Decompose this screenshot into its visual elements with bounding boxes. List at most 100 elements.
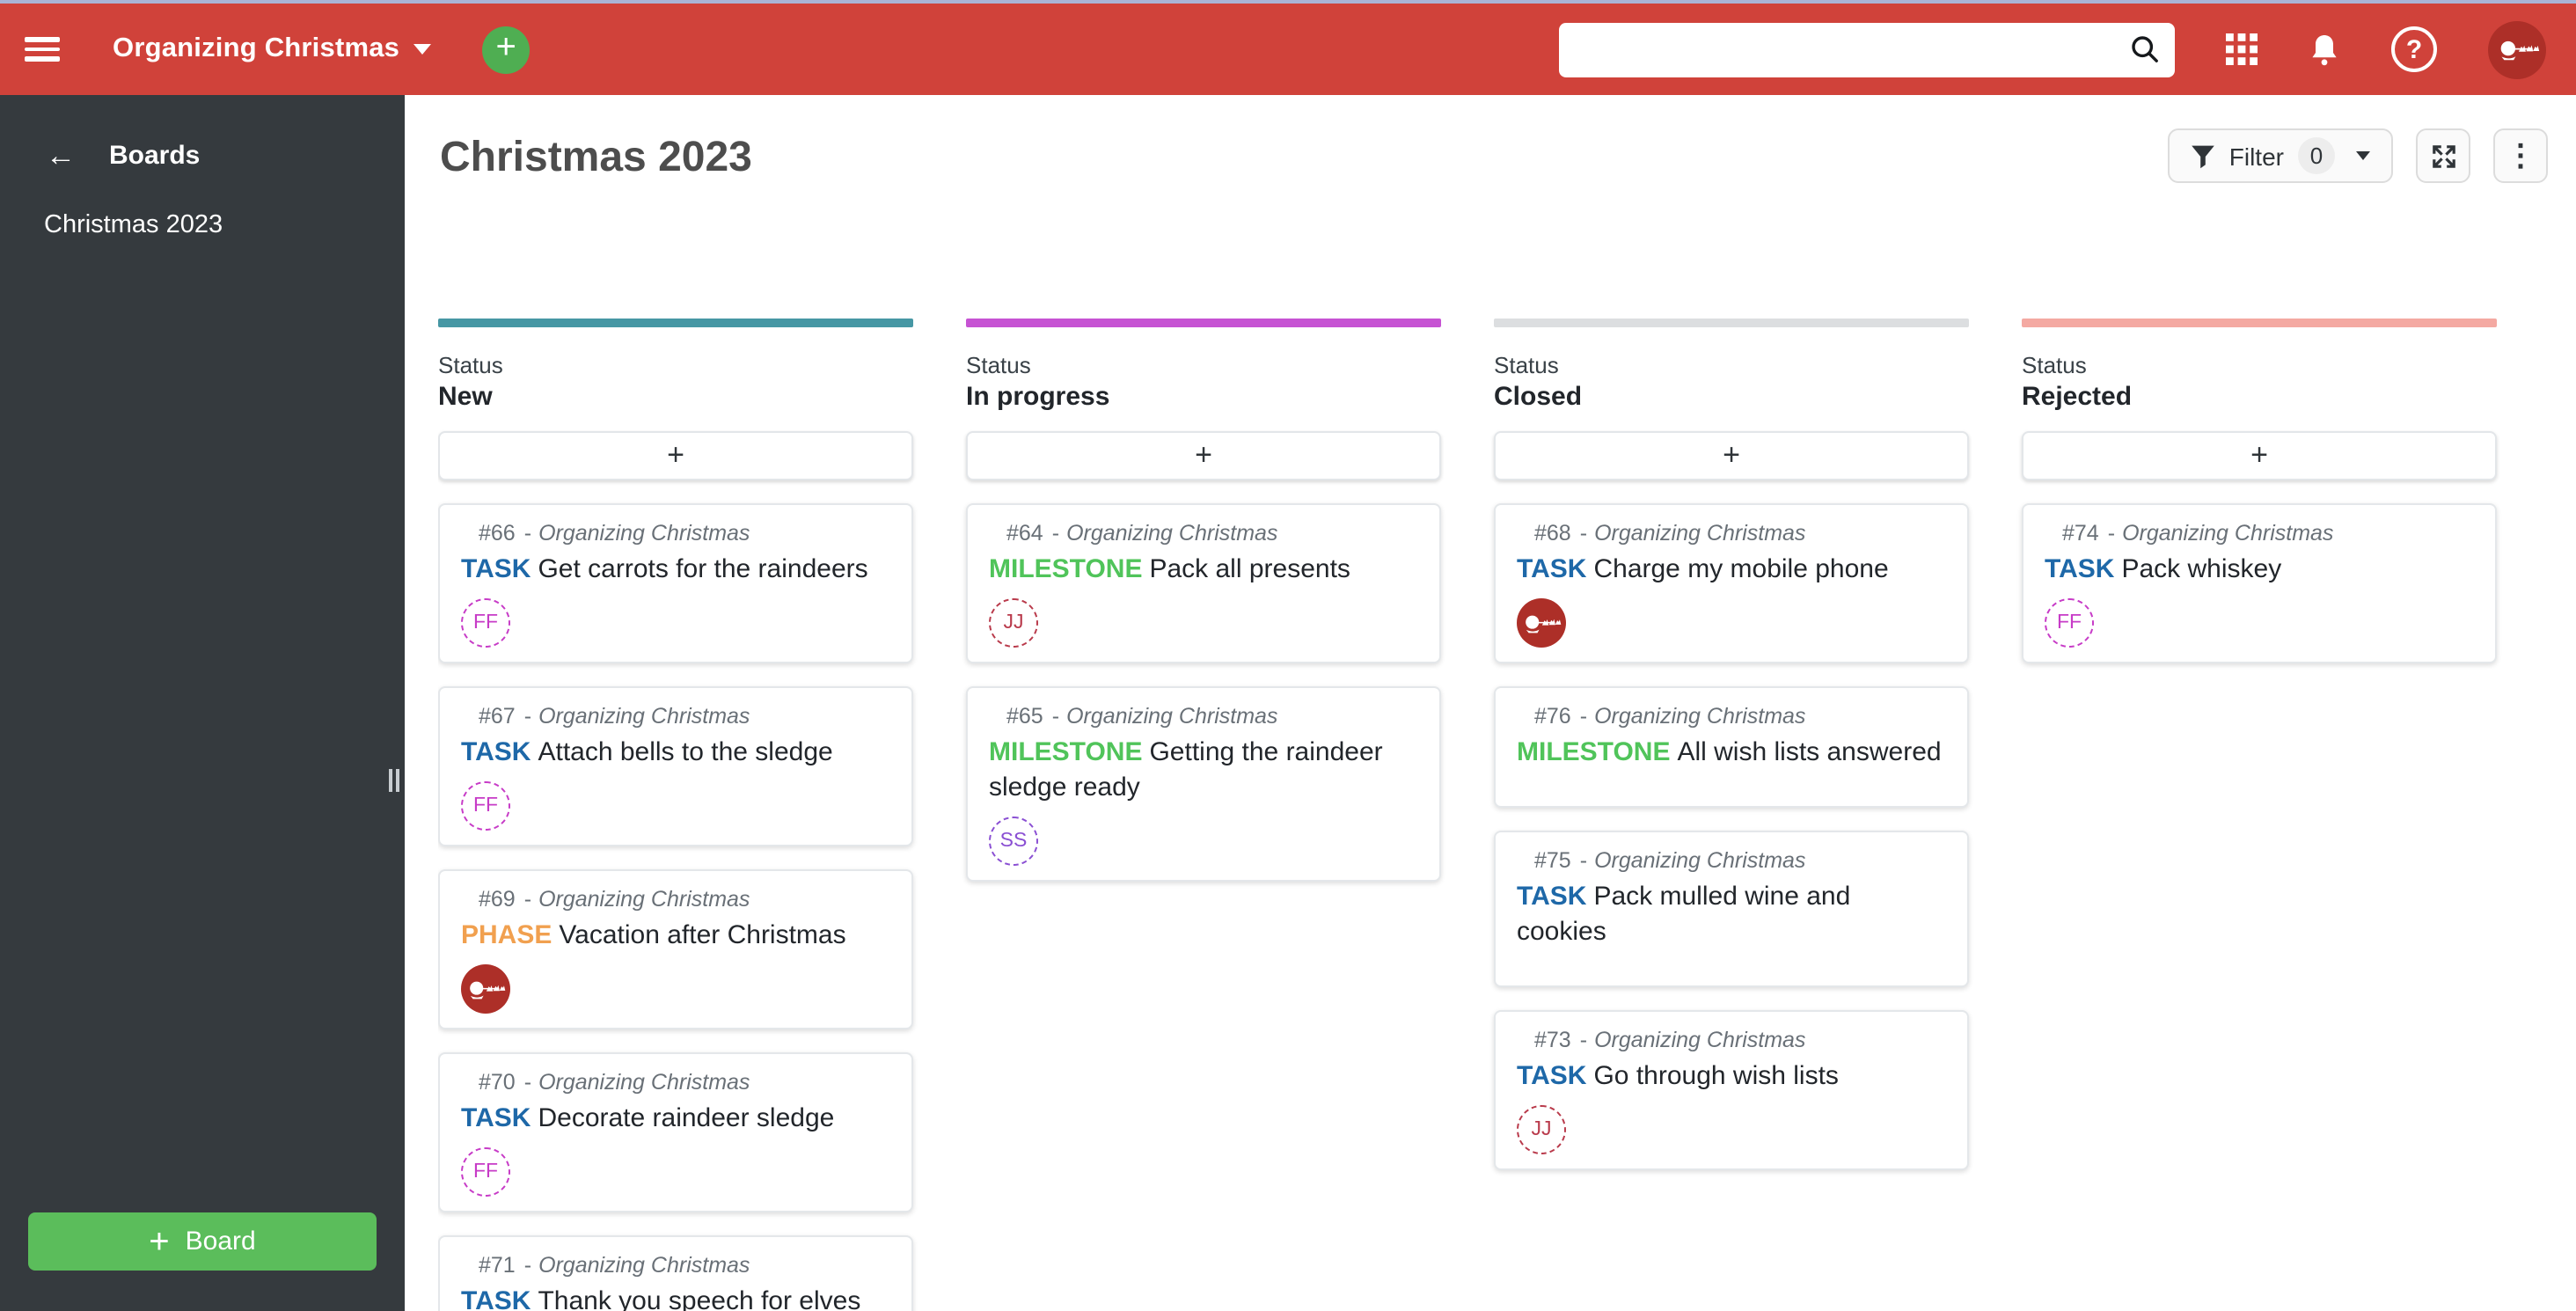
search-input[interactable] xyxy=(1577,36,2129,62)
card-title: Vacation after Christmas xyxy=(559,920,846,950)
board-column: Status In progress + #64- Organizing Chri… xyxy=(966,319,1441,1311)
card-title-line: TASK Pack mulled wine and cookies xyxy=(1517,880,1946,950)
board-column: Status Rejected + #74- Organizing Christm… xyxy=(2022,319,2497,1311)
column-attribute-label: Status xyxy=(438,352,503,378)
board-toolbar: Filter 0 ⋮ xyxy=(2167,128,2548,183)
page-title: Christmas 2023 xyxy=(440,134,752,181)
notifications-bell-icon[interactable] xyxy=(2309,33,2340,66)
add-board-label: Board xyxy=(185,1227,256,1256)
column-color-bar xyxy=(438,319,913,327)
back-arrow-icon: ← xyxy=(46,139,76,172)
card-avatar-row: FF xyxy=(2045,598,2474,648)
card-type-label: TASK xyxy=(461,1286,531,1311)
project-menu-label: Organizing Christmas xyxy=(113,33,400,63)
card-id-separator: - xyxy=(2107,521,2116,546)
fullscreen-button[interactable] xyxy=(2416,128,2470,183)
add-card-button[interactable]: + xyxy=(438,431,913,480)
card-avatar-row xyxy=(461,964,890,1014)
work-package-card[interactable]: #75- Organizing Christmas TASK Pack mulled… xyxy=(1494,831,1969,987)
column-card-list: #66- Organizing Christmas TASK Get carrots… xyxy=(438,503,913,1311)
column-color-bar xyxy=(966,319,1441,327)
add-board-button[interactable]: + Board xyxy=(28,1212,377,1271)
work-package-card[interactable]: #74- Organizing Christmas TASK Pack whiske… xyxy=(2022,503,2497,663)
work-package-card[interactable]: #64- Organizing Christmas MILESTONE Pack a… xyxy=(966,503,1441,663)
plus-icon: + xyxy=(1195,438,1212,472)
work-package-card[interactable]: #66- Organizing Christmas TASK Get carrots… xyxy=(438,503,913,663)
card-id: #67 xyxy=(479,704,516,729)
card-project: Organizing Christmas xyxy=(538,521,750,546)
column-color-bar xyxy=(1494,319,1969,327)
work-package-card[interactable]: #76- Organizing Christmas MILESTONE All wi… xyxy=(1494,686,1969,808)
window-top-strip xyxy=(0,0,2576,4)
work-package-card[interactable]: #68- Organizing Christmas TASK Charge my m… xyxy=(1494,503,1969,663)
filter-label: Filter xyxy=(2228,142,2284,170)
sidebar-item-christmas-2023[interactable]: Christmas 2023 xyxy=(44,211,223,239)
card-id-line: #70- Organizing Christmas xyxy=(461,1068,890,1096)
plus-icon: + xyxy=(667,438,684,472)
user-avatar[interactable] xyxy=(2488,20,2546,78)
card-id-line: #66- Organizing Christmas xyxy=(461,519,890,547)
add-card-button[interactable]: + xyxy=(966,431,1441,480)
work-package-card[interactable]: #73- Organizing Christmas TASK Go through … xyxy=(1494,1010,1969,1170)
add-card-button[interactable]: + xyxy=(2022,431,2497,480)
card-title: Attach bells to the sledge xyxy=(538,737,833,767)
board-settings-kebab-button[interactable]: ⋮ xyxy=(2493,128,2548,183)
card-title: Thank you speech for elves xyxy=(538,1286,861,1311)
card-title-line: TASK Pack whiskey xyxy=(2045,553,2474,588)
card-type-label: TASK xyxy=(2045,554,2115,584)
global-search xyxy=(1559,22,2175,77)
card-project: Organizing Christmas xyxy=(1066,704,1278,729)
column-attribute-label: Status xyxy=(1494,352,1559,378)
card-id-line: #75- Organizing Christmas xyxy=(1517,846,1946,875)
project-select-menu[interactable]: Organizing Christmas xyxy=(113,33,432,65)
card-id-separator: - xyxy=(1579,848,1588,873)
work-package-card[interactable]: #69- Organizing Christmas PHASE Vacation a… xyxy=(438,869,913,1029)
card-project: Organizing Christmas xyxy=(538,887,750,912)
card-type-label: TASK xyxy=(1517,882,1587,912)
card-title-line: TASK Charge my mobile phone xyxy=(1517,553,1946,588)
quick-add-button[interactable]: + xyxy=(482,26,531,73)
card-id: #68 xyxy=(1534,521,1571,546)
card-type-label: TASK xyxy=(1517,554,1587,584)
card-avatar-row: JJ xyxy=(989,598,1418,648)
sidebar-resize-handle[interactable] xyxy=(389,769,399,792)
card-type-label: TASK xyxy=(461,1103,531,1133)
column-card-list: #74- Organizing Christmas TASK Pack whiske… xyxy=(2022,503,2497,663)
work-package-card[interactable]: #70- Organizing Christmas TASK Decorate ra… xyxy=(438,1052,913,1212)
modules-grid-icon[interactable] xyxy=(2226,33,2258,65)
card-id-line: #67- Organizing Christmas xyxy=(461,702,890,730)
work-package-card[interactable]: #67- Organizing Christmas TASK Attach bell… xyxy=(438,686,913,846)
card-id: #66 xyxy=(479,521,516,546)
hamburger-menu-icon[interactable] xyxy=(25,37,60,62)
search-icon[interactable] xyxy=(2129,33,2161,65)
card-id-separator: - xyxy=(1579,521,1588,546)
card-id-line: #71- Organizing Christmas xyxy=(461,1251,890,1279)
card-title-line: TASK Go through wish lists xyxy=(1517,1059,1946,1095)
column-name: In progress xyxy=(966,382,1110,412)
santa-sleigh-avatar xyxy=(461,964,510,1014)
card-title-line: TASK Get carrots for the raindeers xyxy=(461,553,890,588)
card-title-line: TASK Thank you speech for elves xyxy=(461,1285,890,1311)
assignee-avatar-initials: FF xyxy=(2045,598,2094,648)
card-id: #75 xyxy=(1534,848,1571,873)
work-package-card[interactable]: #71- Organizing Christmas TASK Thank you s… xyxy=(438,1235,913,1311)
card-id: #73 xyxy=(1534,1028,1571,1052)
work-package-card[interactable]: #65- Organizing Christmas MILESTONE Gettin… xyxy=(966,686,1441,882)
plus-icon: + xyxy=(1723,438,1740,472)
filter-funnel-icon xyxy=(2191,144,2214,168)
card-id-separator: - xyxy=(523,887,532,912)
assignee-avatar-initials: FF xyxy=(461,598,510,648)
add-card-button[interactable]: + xyxy=(1494,431,1969,480)
card-id-separator: - xyxy=(1051,521,1060,546)
card-project: Organizing Christmas xyxy=(538,704,750,729)
card-project: Organizing Christmas xyxy=(1594,1028,1806,1052)
card-project: Organizing Christmas xyxy=(1594,521,1806,546)
card-type-label: TASK xyxy=(461,737,531,767)
filter-button[interactable]: Filter 0 xyxy=(2167,128,2393,183)
card-id-line: #76- Organizing Christmas xyxy=(1517,702,1946,730)
help-icon[interactable]: ? xyxy=(2391,26,2437,72)
card-title: Get carrots for the raindeers xyxy=(538,554,868,584)
plus-icon: + xyxy=(2250,438,2268,472)
sidebar-back-to-boards[interactable]: ← Boards xyxy=(46,141,405,171)
assignee-avatar-initials: FF xyxy=(461,781,510,831)
